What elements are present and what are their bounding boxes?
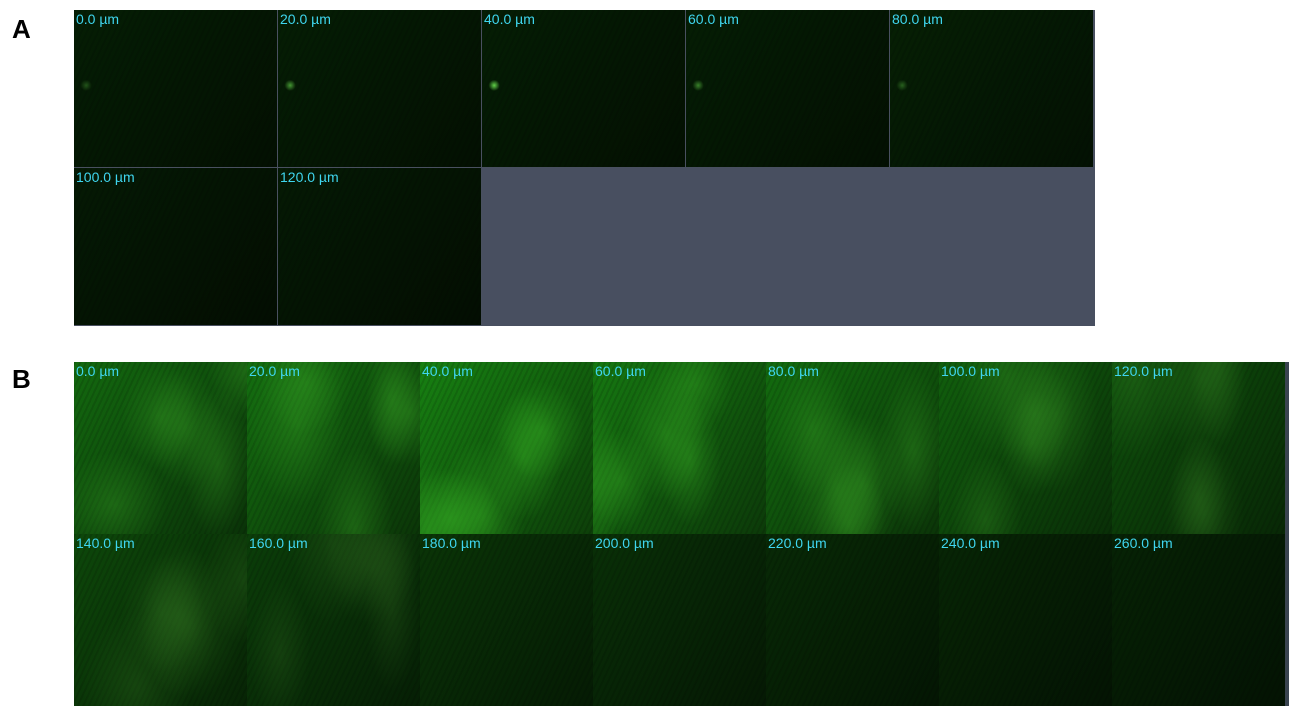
- depth-label: 80.0 µm: [892, 11, 943, 27]
- micrograph-tile: 200.0 µm: [593, 534, 766, 706]
- micrograph-tile: 0.0 µm: [74, 10, 277, 167]
- micrograph-tile: 100.0 µm: [74, 168, 277, 325]
- depth-label: 40.0 µm: [422, 363, 473, 379]
- micrograph-tile: 260.0 µm: [1112, 534, 1285, 706]
- depth-label: 100.0 µm: [941, 363, 1000, 379]
- micrograph-tile: 40.0 µm: [420, 362, 593, 534]
- depth-label: 160.0 µm: [249, 535, 308, 551]
- depth-label: 0.0 µm: [76, 11, 120, 27]
- micrograph-tile: 120.0 µm: [1112, 362, 1285, 534]
- panel-a-letter: A: [12, 14, 31, 44]
- depth-label: 180.0 µm: [422, 535, 481, 551]
- micrograph-tile: 40.0 µm: [482, 10, 685, 167]
- micrograph-tile: 80.0 µm: [766, 362, 939, 534]
- micrograph-tile: 240.0 µm: [939, 534, 1112, 706]
- depth-label: 140.0 µm: [76, 535, 135, 551]
- depth-label: 120.0 µm: [1114, 363, 1173, 379]
- micrograph-tile: 60.0 µm: [593, 362, 766, 534]
- depth-label: 0.0 µm: [76, 363, 120, 379]
- depth-label: 60.0 µm: [688, 11, 739, 27]
- micrograph-tile: 140.0 µm: [74, 534, 247, 706]
- depth-label: 20.0 µm: [249, 363, 300, 379]
- micrograph-tile: 20.0 µm: [278, 10, 481, 167]
- micrograph-tile: 100.0 µm: [939, 362, 1112, 534]
- micrograph-tile: 80.0 µm: [890, 10, 1093, 167]
- depth-label: 60.0 µm: [595, 363, 646, 379]
- panel-b-montage: 0.0 µm 20.0 µm 40.0 µm 60.0 µm 80.0 µm 100.0 …: [74, 362, 1289, 706]
- depth-label: 120.0 µm: [280, 169, 339, 185]
- depth-label: 80.0 µm: [768, 363, 819, 379]
- depth-label: 220.0 µm: [768, 535, 827, 551]
- micrograph-tile: 60.0 µm: [686, 10, 889, 167]
- micrograph-tile: 0.0 µm: [74, 362, 247, 534]
- depth-label: 240.0 µm: [941, 535, 1000, 551]
- depth-label: 40.0 µm: [484, 11, 535, 27]
- depth-label: 200.0 µm: [595, 535, 654, 551]
- depth-label: 20.0 µm: [280, 11, 331, 27]
- micrograph-tile: 160.0 µm: [247, 534, 420, 706]
- micrograph-tile: 120.0 µm: [278, 168, 481, 325]
- micrograph-tile: 180.0 µm: [420, 534, 593, 706]
- micrograph-tile: 20.0 µm: [247, 362, 420, 534]
- empty-montage-area: [482, 168, 1095, 326]
- depth-label: 100.0 µm: [76, 169, 135, 185]
- depth-label: 260.0 µm: [1114, 535, 1173, 551]
- panel-b-letter: B: [12, 364, 31, 394]
- micrograph-tile: 220.0 µm: [766, 534, 939, 706]
- panel-a-montage: 0.0 µm 20.0 µm 40.0 µm 60.0 µm 80.0 µm 100.0 …: [74, 10, 1095, 326]
